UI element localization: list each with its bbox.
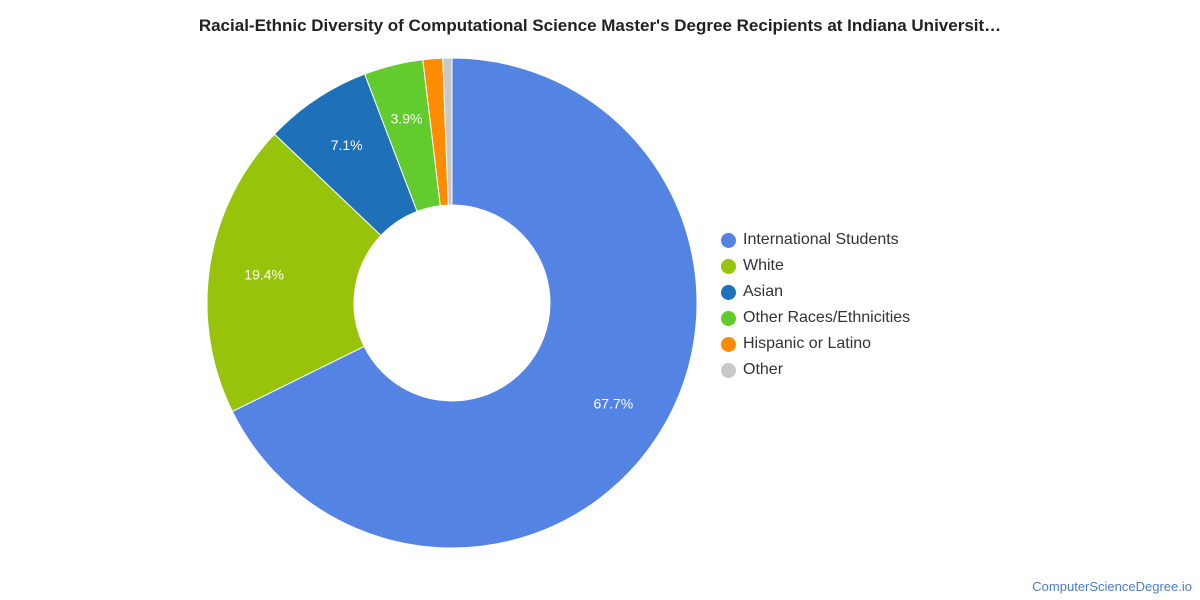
legend-label-other: Other [743, 361, 784, 378]
legend-label-hispanic-or-latino: Hispanic or Latino [743, 335, 872, 352]
donut-slices [206, 57, 698, 549]
legend-swatch-other [721, 362, 736, 378]
legend-item-other[interactable]: Other [721, 357, 910, 383]
legend-swatch-hispanic-or-latino [721, 336, 736, 352]
chart-legend: International Students White Asian Other Ra… [721, 227, 910, 383]
legend-label-asian: Asian [743, 283, 784, 300]
legend-item-other-races-ethnicities[interactable]: Other Races/Ethnicities [721, 305, 910, 331]
legend-label-other-races-ethnicities: Other Races/Ethnicities [743, 309, 911, 326]
legend-item-asian[interactable]: Asian [721, 279, 910, 305]
donut-slice-labels: 67.7% 19.4% 7.1% 3.9% [244, 111, 633, 412]
legend-label-international-students: International Students [743, 231, 899, 248]
slice-label-asian: 7.1% [331, 137, 363, 153]
slice-white[interactable] [206, 133, 382, 413]
legend-swatch-international-students [721, 232, 736, 248]
slice-other[interactable] [442, 57, 453, 206]
legend-item-white[interactable]: White [721, 253, 910, 279]
legend-item-international-students[interactable]: International Students [721, 227, 910, 253]
legend-label-white: White [743, 257, 784, 274]
legend-swatch-white [721, 258, 736, 274]
legend-item-hispanic-or-latino[interactable]: Hispanic or Latino [721, 331, 910, 357]
slice-label-white: 19.4% [244, 266, 284, 282]
slice-label-international-students: 67.7% [594, 395, 634, 411]
source-credit[interactable]: ComputerScienceDegree.io [1032, 579, 1192, 594]
legend-swatch-other-races-ethnicities [721, 310, 736, 326]
legend-swatch-asian [721, 284, 736, 300]
chart-title: Racial-Ethnic Diversity of Computational… [198, 16, 1002, 35]
slice-label-other-races-ethnicities: 3.9% [391, 111, 423, 127]
slice-international-students[interactable] [231, 57, 698, 549]
